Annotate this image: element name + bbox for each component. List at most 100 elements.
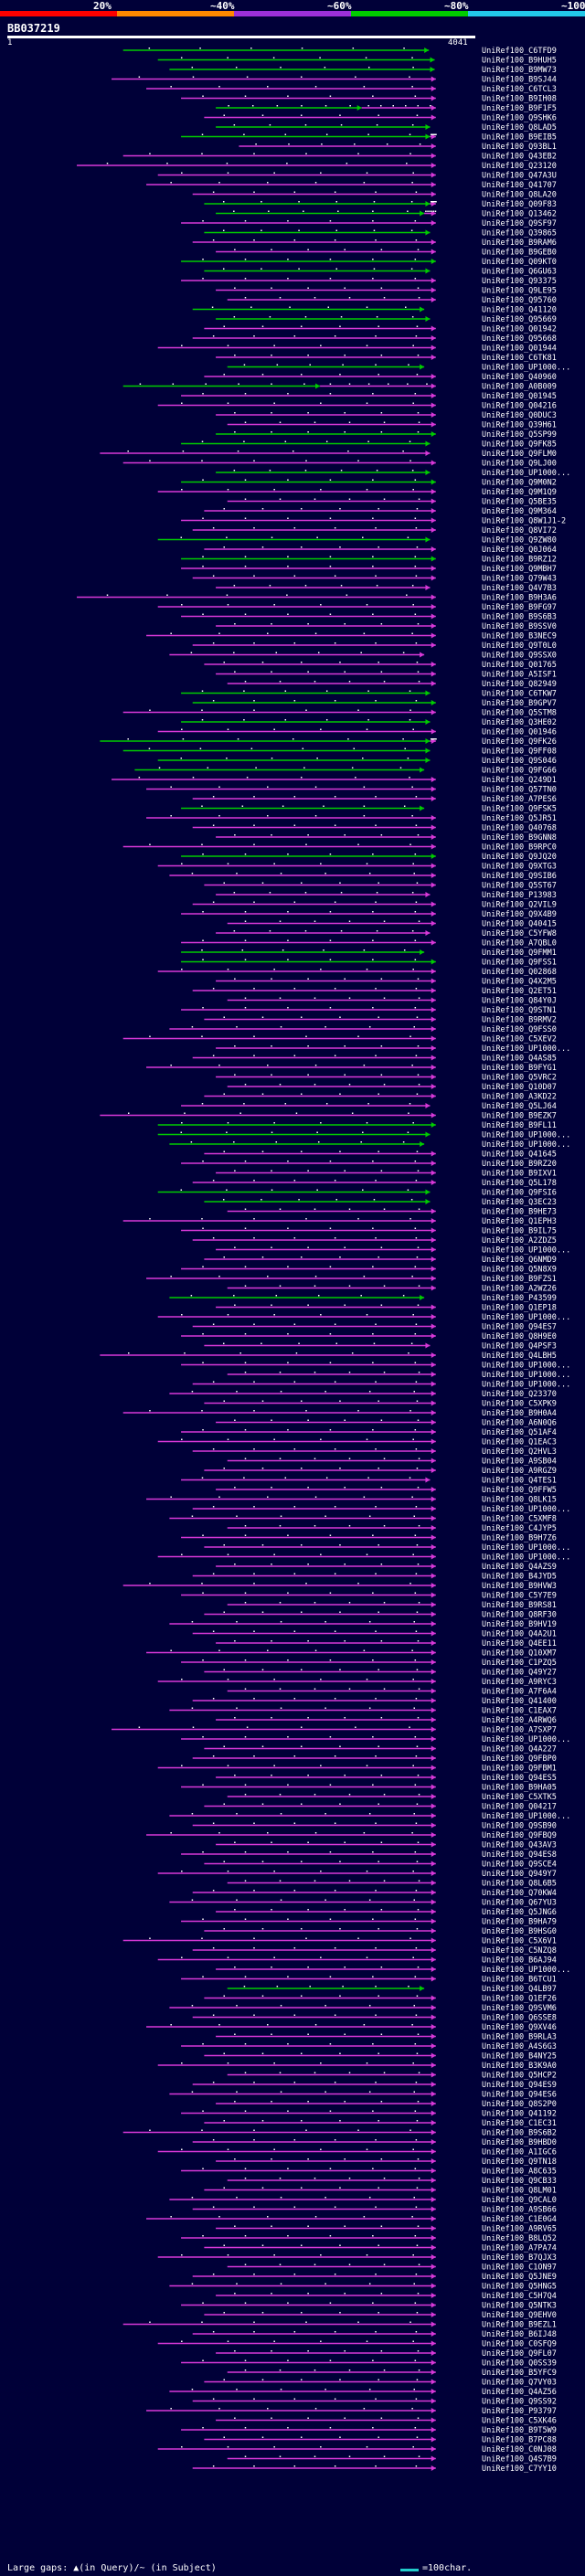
hit-label[interactable]: UniRef100_B9FZS1 [482,1275,557,1284]
hit-label[interactable]: UniRef100_B6AJ94 [482,1956,557,1966]
hit-label[interactable]: UniRef100_B9SSV0 [482,622,557,631]
hit-label[interactable]: UniRef100_B9GEB0 [482,249,557,258]
hit-label[interactable]: UniRef100_B9HSG0 [482,1927,557,1936]
hit-label[interactable]: UniRef100_B9IL75 [482,1227,557,1236]
hit-label[interactable]: UniRef100_B4JYD5 [482,1573,557,1582]
hit-label[interactable]: UniRef100_C1ON97 [482,2263,557,2273]
hit-label[interactable]: UniRef100_C5X6V1 [482,1937,557,1946]
hit-label[interactable]: UniRef100_UP1000... [482,1313,570,1322]
hit-label[interactable]: UniRef100_Q41192 [482,2110,557,2119]
hit-label[interactable]: UniRef100_UP1000... [482,1246,570,1256]
hit-label[interactable]: UniRef100_UP1000... [482,1735,570,1744]
hit-label[interactable]: UniRef100_Q2VIL9 [482,901,557,910]
hit-label[interactable]: UniRef100_Q5STM8 [482,709,557,718]
hit-label[interactable]: UniRef100_B9H0A4 [482,1409,557,1418]
hit-label[interactable]: UniRef100_Q9FF08 [482,747,557,757]
hit-label[interactable]: UniRef100_C7YY10 [482,2465,557,2474]
hit-label[interactable]: UniRef100_Q47A3U [482,172,557,181]
hit-label[interactable]: UniRef100_A7SXP7 [482,1726,557,1735]
hit-label[interactable]: UniRef100_Q0J064 [482,546,557,555]
hit-label[interactable]: UniRef100_Q9FSK5 [482,805,557,814]
hit-label[interactable]: UniRef100_UP1000... [482,1812,570,1821]
hit-label[interactable]: UniRef100_Q9CAL0 [482,2196,557,2205]
hit-label[interactable]: UniRef100_UP1000... [482,1505,570,1514]
hit-label[interactable]: UniRef100_A7PES6 [482,795,557,804]
hit-label[interactable]: UniRef100_Q9M1Q9 [482,488,557,497]
hit-label[interactable]: UniRef100_B9T5W9 [482,2426,557,2435]
hit-label[interactable]: UniRef100_C5XEV2 [482,1035,557,1044]
hit-label[interactable]: UniRef100_Q95669 [482,315,557,324]
hit-label[interactable]: UniRef100_B9MW73 [482,66,557,75]
hit-label[interactable]: UniRef100_UP1000... [482,1553,570,1563]
hit-label[interactable]: UniRef100_Q8LK15 [482,1496,557,1505]
hit-label[interactable]: UniRef100_C4JYP5 [482,1524,557,1533]
hit-label[interactable]: UniRef100_Q3EC23 [482,1198,557,1207]
hit-label[interactable]: UniRef100_Q5LJ64 [482,1102,557,1111]
hit-label[interactable]: UniRef100_Q09KT0 [482,258,557,267]
hit-label[interactable]: UniRef100_Q95760 [482,296,557,305]
hit-label[interactable]: UniRef100_B9HA05 [482,1784,557,1793]
hit-label[interactable]: UniRef100_B9RZ20 [482,1160,557,1169]
hit-label[interactable]: UniRef100_UP1000... [482,1362,570,1371]
hit-label[interactable]: UniRef100_Q9SB90 [482,1822,557,1831]
hit-label[interactable]: UniRef100_Q5L178 [482,1179,557,1188]
hit-label[interactable]: UniRef100_Q9SVM6 [482,2004,557,2013]
hit-label[interactable]: UniRef100_Q5HNG5 [482,2283,557,2292]
hit-label[interactable]: UniRef100_B9RLA3 [482,2033,557,2042]
hit-label[interactable]: UniRef100_C5NZQ8 [482,1946,557,1956]
hit-label[interactable]: UniRef100_Q9MBH7 [482,565,557,574]
hit-label[interactable]: UniRef100_B7PC88 [482,2436,557,2445]
hit-label[interactable]: UniRef100_Q9FBP0 [482,1754,557,1764]
hit-label[interactable]: UniRef100_B3NEC9 [482,632,557,641]
hit-label[interactable]: UniRef100_C6TKW7 [482,690,557,699]
hit-label[interactable]: UniRef100_B9HA79 [482,1918,557,1927]
hit-label[interactable]: UniRef100_UP1000... [482,1131,570,1140]
hit-label[interactable]: UniRef100_Q249D1 [482,776,557,785]
hit-label[interactable]: UniRef100_Q4A227 [482,1745,557,1754]
hit-label[interactable]: UniRef100_Q5HCP2 [482,2072,557,2081]
hit-label[interactable]: UniRef100_B9EZL1 [482,2321,557,2330]
hit-label[interactable]: UniRef100_A2WZ26 [482,1285,557,1294]
hit-label[interactable]: UniRef100_Q04217 [482,1803,557,1812]
hit-label[interactable]: UniRef100_Q41645 [482,1150,557,1160]
hit-label[interactable]: UniRef100_Q4PSF3 [482,1342,557,1352]
hit-label[interactable]: UniRef100_B9RMV2 [482,1016,557,1025]
hit-label[interactable]: UniRef100_A7PA74 [482,2244,557,2253]
hit-label[interactable]: UniRef100_UP1000... [482,1371,570,1380]
hit-label[interactable]: UniRef100_P93797 [482,2407,557,2416]
hit-label[interactable]: UniRef100_B4NY25 [482,2052,557,2062]
hit-label[interactable]: UniRef100_Q9SHK6 [482,114,557,123]
hit-label[interactable]: UniRef100_Q5JR51 [482,814,557,823]
hit-label[interactable]: UniRef100_Q4V7B3 [482,584,557,593]
hit-label[interactable]: UniRef100_Q5SP99 [482,430,557,440]
hit-label[interactable]: UniRef100_Q2HVL3 [482,1447,557,1457]
hit-label[interactable]: UniRef100_UP1000... [482,1140,570,1150]
hit-label[interactable]: UniRef100_Q9XV46 [482,2023,557,2032]
hit-label[interactable]: UniRef100_UP1000... [482,1966,570,1975]
hit-label[interactable]: UniRef100_Q9SCE4 [482,1860,557,1870]
hit-label[interactable]: UniRef100_Q4TES1 [482,1477,557,1486]
hit-label[interactable]: UniRef100_P13983 [482,891,557,900]
hit-label[interactable]: UniRef100_Q3HE02 [482,718,557,727]
hit-label[interactable]: UniRef100_P43599 [482,1294,557,1303]
hit-label[interactable]: UniRef100_Q23370 [482,1390,557,1399]
hit-label[interactable]: UniRef100_Q6GU63 [482,268,557,277]
hit-label[interactable]: UniRef100_Q10D07 [482,1083,557,1092]
hit-label[interactable]: UniRef100_B6TCU1 [482,1976,557,1985]
hit-label[interactable]: UniRef100_Q9FBM1 [482,1765,557,1774]
hit-label[interactable]: UniRef100_UP1000... [482,1543,570,1553]
hit-label[interactable]: UniRef100_Q4S7B9 [482,2455,557,2465]
hit-label[interactable]: UniRef100_Q23120 [482,162,557,171]
hit-label[interactable]: UniRef100_B3K9A0 [482,2062,557,2071]
hit-label[interactable]: UniRef100_Q9T0L0 [482,641,557,651]
hit-label[interactable]: UniRef100_Q8LA20 [482,191,557,200]
hit-label[interactable]: UniRef100_Q4AS85 [482,1055,557,1064]
hit-label[interactable]: UniRef100_Q0DUC3 [482,411,557,420]
hit-label[interactable]: UniRef100_Q8RF30 [482,1611,557,1620]
hit-label[interactable]: UniRef100_Q6SSE8 [482,2014,557,2023]
hit-label[interactable]: UniRef100_Q01942 [482,325,557,334]
hit-label[interactable]: UniRef100_Q39H61 [482,421,557,430]
hit-label[interactable]: UniRef100_B9HUH5 [482,57,557,66]
hit-label[interactable]: UniRef100_A9RGZ9 [482,1467,557,1476]
hit-label[interactable]: UniRef100_B5YFC9 [482,2369,557,2378]
